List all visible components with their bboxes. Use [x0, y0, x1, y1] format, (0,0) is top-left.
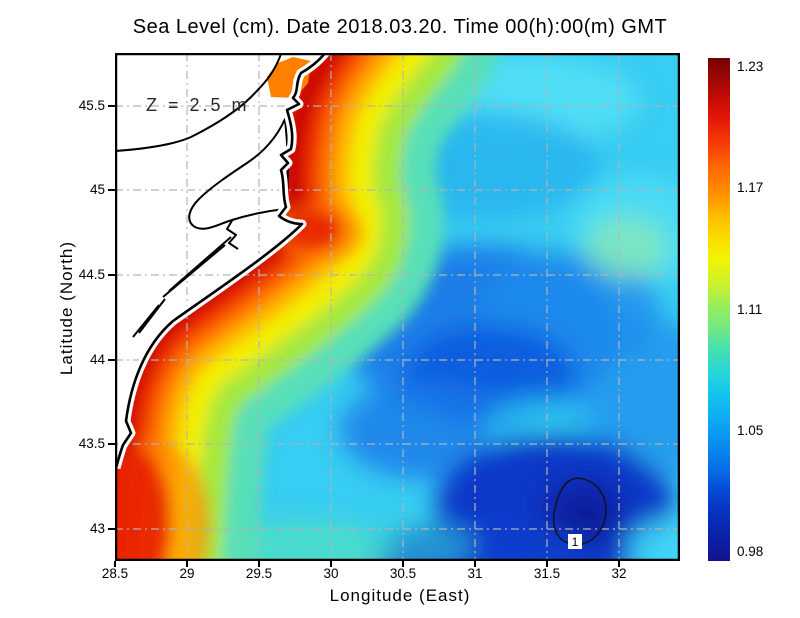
x-tickmark	[258, 561, 260, 567]
y-tick-label: 45	[89, 182, 105, 197]
y-tick-label: 43.5	[78, 436, 105, 451]
plot-frame	[115, 53, 680, 561]
x-tickmark	[474, 561, 476, 567]
x-tick-label: 30.5	[389, 566, 417, 581]
coastline	[115, 53, 328, 469]
y-tick-label: 44	[89, 352, 105, 367]
y-tick-label: 44.5	[78, 267, 105, 282]
x-tick-label: 30	[323, 566, 339, 581]
x-tick-label: 31.5	[533, 566, 561, 581]
x-tickmark	[402, 561, 404, 567]
colorbar-tick-label: 1.05	[737, 423, 764, 438]
y-tickmark	[108, 189, 115, 191]
x-tick-label: 31	[467, 566, 483, 581]
land-mask	[115, 53, 326, 469]
x-tickmark	[114, 561, 116, 567]
x-tickmark	[546, 561, 548, 567]
colorbar	[708, 58, 730, 561]
x-tickmark	[330, 561, 332, 567]
x-tick-label: 29.5	[245, 566, 273, 581]
map-plot-area: 1	[115, 53, 680, 561]
x-tickmark	[186, 561, 188, 567]
colorbar-tick-label: 0.98	[737, 544, 764, 559]
x-axis-label: Longitude (East)	[329, 586, 471, 605]
x-tick-label: 28.5	[101, 566, 129, 581]
depth-annotation: Z = 2.5 m	[146, 95, 250, 115]
x-tickmark	[618, 561, 620, 567]
y-tickmark	[108, 274, 115, 276]
x-tick-label: 32	[611, 566, 627, 581]
y-axis-label: Latitude (North)	[57, 240, 76, 376]
y-tickmark	[108, 528, 115, 530]
colorbar-tick-label: 1.23	[737, 59, 764, 74]
chart-title: Sea Level (cm). Date 2018.03.20. Time 00…	[132, 16, 668, 38]
y-tick-label: 43	[89, 521, 105, 536]
x-tick-label: 29	[179, 566, 195, 581]
contour-label-box	[568, 534, 582, 549]
colorbar-tick-label: 1.17	[737, 180, 764, 195]
contour-label: 1	[572, 535, 579, 549]
y-tickmark	[108, 443, 115, 445]
y-tickmark	[108, 359, 115, 361]
colorbar-tick-label: 1.11	[737, 302, 763, 317]
y-tickmark	[108, 105, 115, 107]
y-tick-label: 45.5	[78, 98, 105, 113]
